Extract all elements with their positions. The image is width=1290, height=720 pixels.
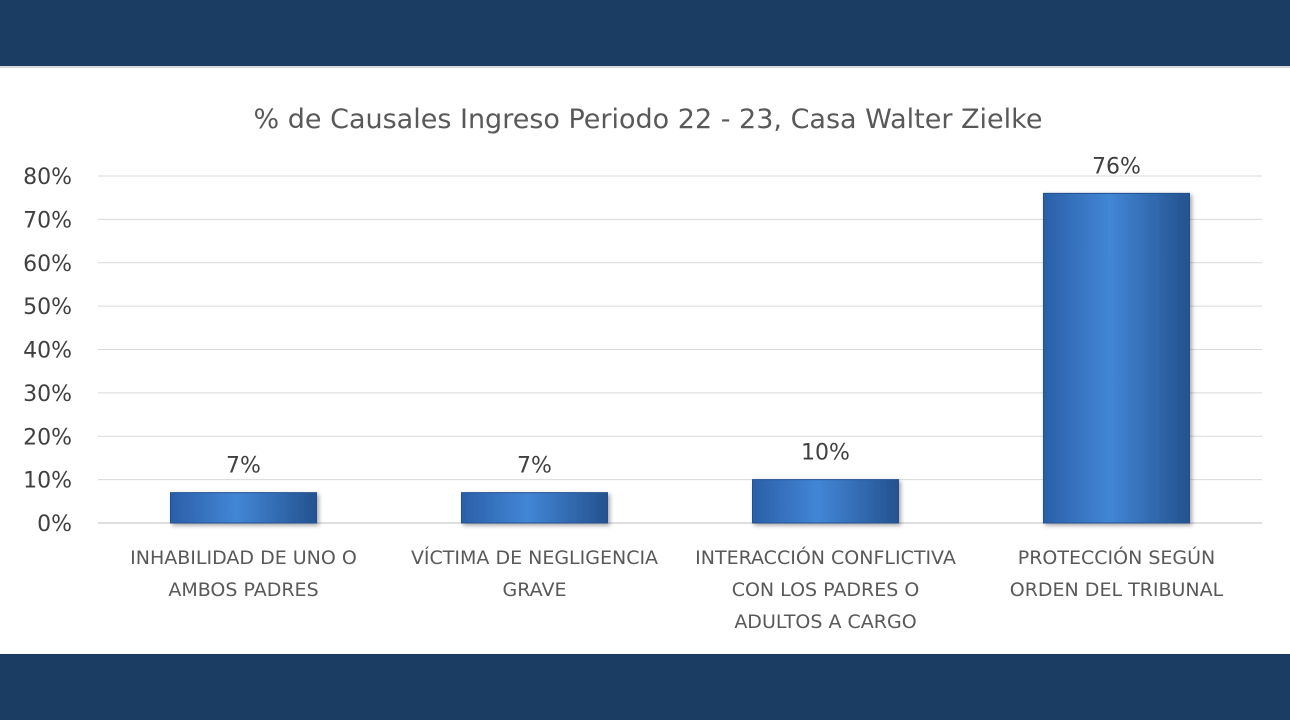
y-tick-label: 30% <box>23 382 72 407</box>
data-label: 7% <box>517 454 552 479</box>
top-banner <box>0 0 1290 66</box>
chart-title: % de Causales Ingreso Periodo 22 - 23, C… <box>254 104 1043 135</box>
y-tick-label: 0% <box>37 512 72 537</box>
category-labels: INHABILIDAD DE UNO O AMBOS PADRES VÍCTIMA … <box>130 545 1223 633</box>
gridlines <box>98 175 1262 524</box>
bar-chart: % de Causales Ingreso Periodo 22 - 23, C… <box>23 104 1262 633</box>
y-tick-label: 50% <box>23 295 72 320</box>
y-tick-label: 10% <box>23 469 72 494</box>
y-tick-label: 20% <box>23 425 72 450</box>
x-tick-label: CON LOS PADRES O <box>732 579 920 601</box>
y-tick-label: 40% <box>23 339 72 364</box>
x-tick-label: ADULTOS A CARGO <box>734 611 916 633</box>
x-tick-label: PROTECCIÓN SEGÚN <box>1018 545 1215 569</box>
bottom-banner <box>0 654 1290 720</box>
chart-container: % de Causales Ingreso Periodo 22 - 23, C… <box>0 66 1290 654</box>
data-labels: 7% 7% 10% 76% <box>226 154 1141 478</box>
data-label: 7% <box>226 454 261 479</box>
y-axis-ticks: 0% 10% 20% 30% 40% 50% 60% 70% 80% <box>23 165 72 537</box>
y-tick-label: 70% <box>23 208 72 233</box>
data-label: 10% <box>801 441 850 466</box>
x-tick-label: VÍCTIMA DE NEGLIGENCIA <box>411 546 658 569</box>
x-tick-label: INTERACCIÓN CONFLICTIVA <box>695 545 956 569</box>
bars <box>170 192 1190 524</box>
bar <box>1043 192 1190 524</box>
x-tick-label: INHABILIDAD DE UNO O <box>130 547 357 569</box>
y-tick-label: 60% <box>23 252 72 277</box>
bar <box>170 492 317 524</box>
data-label: 76% <box>1092 154 1141 179</box>
bar <box>461 492 608 524</box>
y-tick-label: 80% <box>23 165 72 190</box>
x-tick-label: ORDEN DEL TRIBUNAL <box>1010 579 1224 601</box>
x-tick-label: GRAVE <box>503 579 567 601</box>
bar <box>752 479 899 524</box>
x-tick-label: AMBOS PADRES <box>168 579 318 601</box>
